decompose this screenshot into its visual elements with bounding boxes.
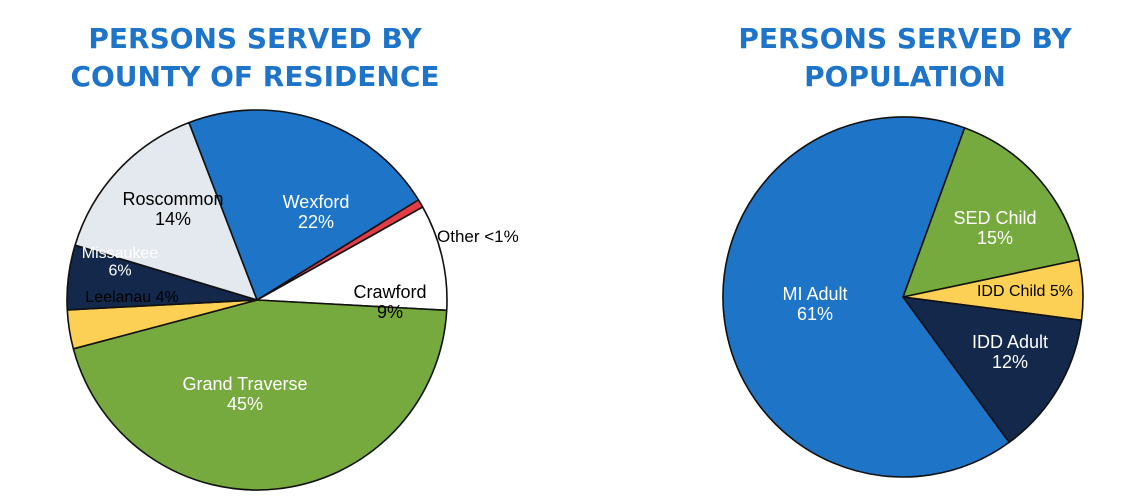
slice-label-name: IDD Adult bbox=[972, 332, 1048, 352]
slice-label-percent: 14% bbox=[155, 209, 191, 229]
slice-label-percent: 9% bbox=[377, 302, 403, 322]
pie-slice bbox=[902, 296, 1083, 444]
slice-label-name: SED Child bbox=[953, 208, 1036, 228]
slice-label-name: Crawford bbox=[353, 282, 426, 302]
slice-label: Grand Traverse 45% bbox=[182, 374, 307, 414]
slice-label-name: Other <1% bbox=[437, 227, 519, 246]
slice-label: Roscommon 14% bbox=[122, 189, 223, 229]
chart-title-population: PERSONS SERVED BY POPULATION bbox=[655, 20, 1143, 96]
slice-label: Missaukee 6% bbox=[82, 245, 159, 280]
slice-label: Other <1% bbox=[437, 227, 519, 246]
slice-label-name: Missaukee bbox=[82, 245, 159, 262]
slice-label: Crawford 9% bbox=[353, 282, 426, 322]
slice-label: IDD Child 5% bbox=[977, 283, 1073, 300]
slice-label: Wexford 22% bbox=[283, 192, 350, 232]
slice-label-percent: 45% bbox=[227, 394, 263, 414]
pie-slice bbox=[74, 121, 258, 301]
pie-slice bbox=[722, 116, 1010, 478]
slice-label: IDD Adult 12% bbox=[972, 332, 1048, 372]
slice-label-name: Wexford bbox=[283, 192, 350, 212]
slice-label-percent: 6% bbox=[108, 263, 131, 280]
chart-title-county: PERSONS SERVED BY COUNTY OF RESIDENCE bbox=[20, 20, 490, 96]
slice-label: Leelanau 4% bbox=[85, 289, 178, 306]
pie-slice bbox=[256, 206, 448, 312]
title-line: PERSONS SERVED BY bbox=[88, 22, 422, 55]
slice-label-percent: 22% bbox=[298, 212, 334, 232]
slice-label: SED Child 15% bbox=[953, 208, 1036, 248]
slice-label-name: MI Adult bbox=[782, 284, 847, 304]
slice-label: MI Adult 61% bbox=[782, 284, 847, 324]
title-line: COUNTY OF RESIDENCE bbox=[70, 60, 440, 93]
pie-chart-1: Wexford 22% Other <1% Crawford 9% Grand Trave… bbox=[66, 109, 519, 491]
pie-slice bbox=[72, 299, 448, 491]
pie-slice bbox=[188, 109, 420, 301]
slice-label-name: Grand Traverse bbox=[182, 374, 307, 394]
slice-label-name: IDD Child 5% bbox=[977, 283, 1073, 300]
slice-label-percent: 61% bbox=[797, 304, 833, 324]
title-line: PERSONS SERVED BY bbox=[738, 22, 1072, 55]
title-line: POPULATION bbox=[804, 60, 1006, 93]
pie-slice bbox=[902, 127, 1080, 298]
pie-chart-2: SED Child 15% IDD Child 5% IDD Adult 12% MI A… bbox=[722, 116, 1084, 478]
slice-label-name: Leelanau 4% bbox=[85, 289, 178, 306]
slice-label-name: Roscommon bbox=[122, 189, 223, 209]
slice-label-percent: 15% bbox=[977, 228, 1013, 248]
slice-label-percent: 12% bbox=[992, 352, 1028, 372]
